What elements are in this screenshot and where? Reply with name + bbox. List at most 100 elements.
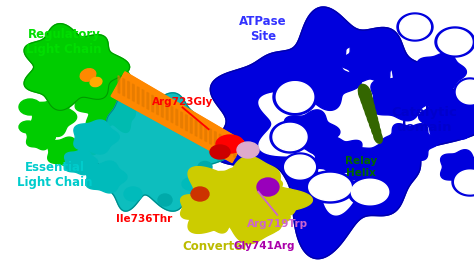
- Polygon shape: [195, 120, 197, 136]
- Polygon shape: [231, 141, 243, 162]
- Polygon shape: [181, 112, 194, 135]
- Polygon shape: [206, 126, 219, 149]
- Polygon shape: [227, 138, 239, 160]
- Polygon shape: [182, 113, 195, 135]
- Polygon shape: [228, 139, 240, 160]
- Ellipse shape: [19, 99, 41, 115]
- Polygon shape: [229, 140, 242, 161]
- Polygon shape: [183, 113, 196, 136]
- Polygon shape: [189, 117, 202, 139]
- Polygon shape: [397, 13, 433, 41]
- Polygon shape: [133, 84, 147, 109]
- Text: Arg723Gly: Arg723Gly: [152, 97, 213, 107]
- Polygon shape: [169, 105, 182, 128]
- Polygon shape: [117, 75, 131, 100]
- Polygon shape: [311, 137, 372, 177]
- Polygon shape: [208, 128, 220, 149]
- Polygon shape: [118, 76, 133, 101]
- Polygon shape: [154, 96, 167, 120]
- Polygon shape: [210, 7, 474, 259]
- Polygon shape: [214, 131, 227, 153]
- Ellipse shape: [257, 178, 279, 196]
- Polygon shape: [164, 102, 178, 125]
- Polygon shape: [231, 141, 244, 162]
- Polygon shape: [158, 99, 172, 122]
- Polygon shape: [135, 85, 149, 110]
- Polygon shape: [170, 106, 183, 128]
- Polygon shape: [116, 75, 130, 99]
- Polygon shape: [222, 136, 234, 157]
- Polygon shape: [216, 132, 229, 154]
- Polygon shape: [270, 189, 303, 215]
- Ellipse shape: [80, 69, 96, 81]
- Polygon shape: [191, 117, 192, 134]
- Polygon shape: [171, 106, 173, 123]
- Polygon shape: [309, 174, 351, 200]
- Polygon shape: [273, 123, 307, 151]
- Polygon shape: [241, 169, 283, 199]
- Polygon shape: [181, 191, 222, 223]
- Text: Converter: Converter: [182, 240, 249, 253]
- Polygon shape: [197, 121, 210, 143]
- Polygon shape: [186, 115, 199, 137]
- Polygon shape: [178, 110, 191, 133]
- Polygon shape: [214, 131, 216, 147]
- Polygon shape: [452, 168, 474, 196]
- Polygon shape: [127, 81, 141, 105]
- Ellipse shape: [210, 145, 230, 159]
- Polygon shape: [219, 134, 221, 150]
- Polygon shape: [348, 177, 392, 207]
- Polygon shape: [74, 120, 119, 154]
- Polygon shape: [123, 79, 137, 103]
- Polygon shape: [161, 101, 174, 124]
- Polygon shape: [417, 53, 466, 91]
- Polygon shape: [85, 93, 230, 211]
- Polygon shape: [205, 126, 218, 148]
- Ellipse shape: [182, 178, 198, 190]
- Polygon shape: [210, 128, 211, 144]
- Polygon shape: [147, 92, 161, 116]
- Polygon shape: [172, 107, 185, 130]
- Polygon shape: [234, 142, 236, 158]
- Polygon shape: [119, 77, 134, 101]
- Polygon shape: [27, 124, 55, 150]
- Polygon shape: [165, 103, 179, 126]
- Polygon shape: [152, 95, 165, 119]
- Polygon shape: [224, 137, 226, 153]
- Polygon shape: [121, 78, 136, 102]
- Ellipse shape: [367, 111, 378, 126]
- Ellipse shape: [363, 98, 374, 115]
- Polygon shape: [196, 120, 209, 143]
- Polygon shape: [140, 89, 154, 113]
- Polygon shape: [188, 156, 312, 244]
- Polygon shape: [132, 84, 134, 101]
- Polygon shape: [79, 133, 103, 154]
- Polygon shape: [213, 131, 226, 153]
- Ellipse shape: [158, 194, 172, 206]
- Polygon shape: [201, 123, 213, 146]
- Polygon shape: [276, 82, 314, 112]
- Polygon shape: [168, 105, 182, 128]
- Polygon shape: [177, 110, 191, 133]
- Polygon shape: [207, 127, 219, 149]
- Polygon shape: [124, 79, 138, 104]
- Polygon shape: [270, 121, 310, 153]
- Polygon shape: [192, 118, 205, 141]
- Ellipse shape: [365, 104, 376, 120]
- Polygon shape: [222, 136, 235, 157]
- Polygon shape: [146, 92, 160, 116]
- Polygon shape: [142, 89, 144, 107]
- Polygon shape: [201, 124, 214, 146]
- Polygon shape: [121, 78, 135, 102]
- Polygon shape: [455, 170, 474, 194]
- Polygon shape: [119, 76, 133, 101]
- Polygon shape: [170, 106, 183, 129]
- Polygon shape: [151, 95, 165, 119]
- Ellipse shape: [374, 131, 383, 143]
- Polygon shape: [117, 75, 131, 100]
- Polygon shape: [185, 115, 199, 137]
- Polygon shape: [227, 139, 240, 160]
- Ellipse shape: [191, 187, 209, 201]
- Polygon shape: [219, 134, 232, 156]
- Polygon shape: [371, 73, 434, 121]
